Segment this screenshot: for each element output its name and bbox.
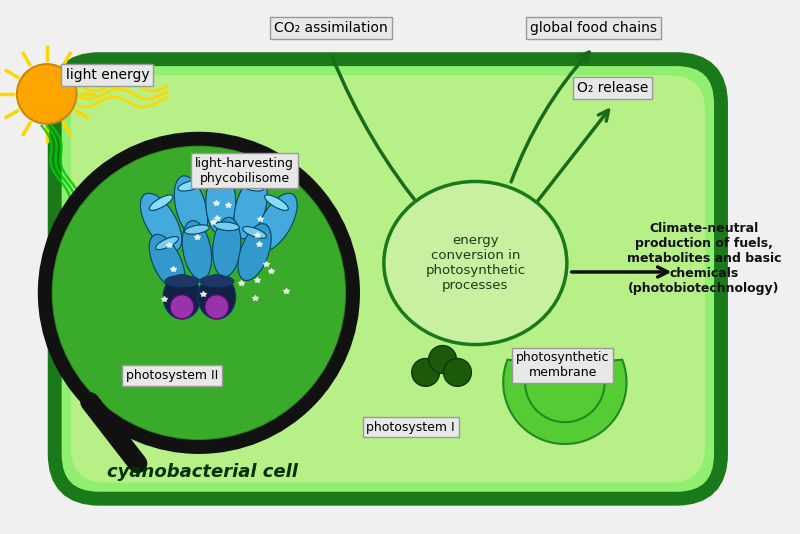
Text: photosystem I: photosystem I xyxy=(366,421,455,434)
Ellipse shape xyxy=(234,176,267,239)
Text: photosynthetic
membrane: photosynthetic membrane xyxy=(516,351,610,380)
Circle shape xyxy=(412,358,439,386)
Circle shape xyxy=(45,139,353,447)
Ellipse shape xyxy=(185,225,210,234)
Polygon shape xyxy=(503,360,626,444)
Ellipse shape xyxy=(150,234,185,290)
Ellipse shape xyxy=(150,195,173,210)
Text: global food chains: global food chains xyxy=(530,21,658,35)
Circle shape xyxy=(53,147,345,439)
Ellipse shape xyxy=(200,276,234,287)
Text: light-harvesting
phycobilisome: light-harvesting phycobilisome xyxy=(195,156,294,185)
Ellipse shape xyxy=(155,237,178,249)
Ellipse shape xyxy=(384,182,567,344)
Text: light energy: light energy xyxy=(66,68,150,82)
Ellipse shape xyxy=(238,180,264,191)
Ellipse shape xyxy=(256,193,297,251)
Text: cyanobacterial cell: cyanobacterial cell xyxy=(107,463,298,481)
Circle shape xyxy=(170,295,194,319)
Ellipse shape xyxy=(174,176,208,239)
Ellipse shape xyxy=(214,222,239,231)
Text: CO₂ assimilation: CO₂ assimilation xyxy=(274,21,388,35)
Ellipse shape xyxy=(178,180,204,191)
Text: photosystem II: photosystem II xyxy=(126,369,218,382)
FancyBboxPatch shape xyxy=(54,59,721,499)
Ellipse shape xyxy=(242,226,266,238)
Ellipse shape xyxy=(213,217,241,277)
Text: Climate-neutral
production of fuels,
metabolites and basic
chemicals
(photobiote: Climate-neutral production of fuels, met… xyxy=(627,222,782,295)
Circle shape xyxy=(205,295,229,319)
Ellipse shape xyxy=(265,195,288,210)
FancyBboxPatch shape xyxy=(69,73,707,485)
Ellipse shape xyxy=(182,221,211,280)
Circle shape xyxy=(17,64,77,124)
Ellipse shape xyxy=(163,274,201,319)
Ellipse shape xyxy=(165,276,199,287)
Ellipse shape xyxy=(207,175,234,184)
Text: O₂ release: O₂ release xyxy=(577,81,648,95)
Circle shape xyxy=(443,358,471,386)
Ellipse shape xyxy=(198,274,236,319)
Circle shape xyxy=(429,345,457,373)
Ellipse shape xyxy=(206,170,236,234)
Ellipse shape xyxy=(238,224,271,280)
Ellipse shape xyxy=(141,193,182,251)
Text: energy
conversion in
photosynthetic
processes: energy conversion in photosynthetic proc… xyxy=(426,234,526,292)
